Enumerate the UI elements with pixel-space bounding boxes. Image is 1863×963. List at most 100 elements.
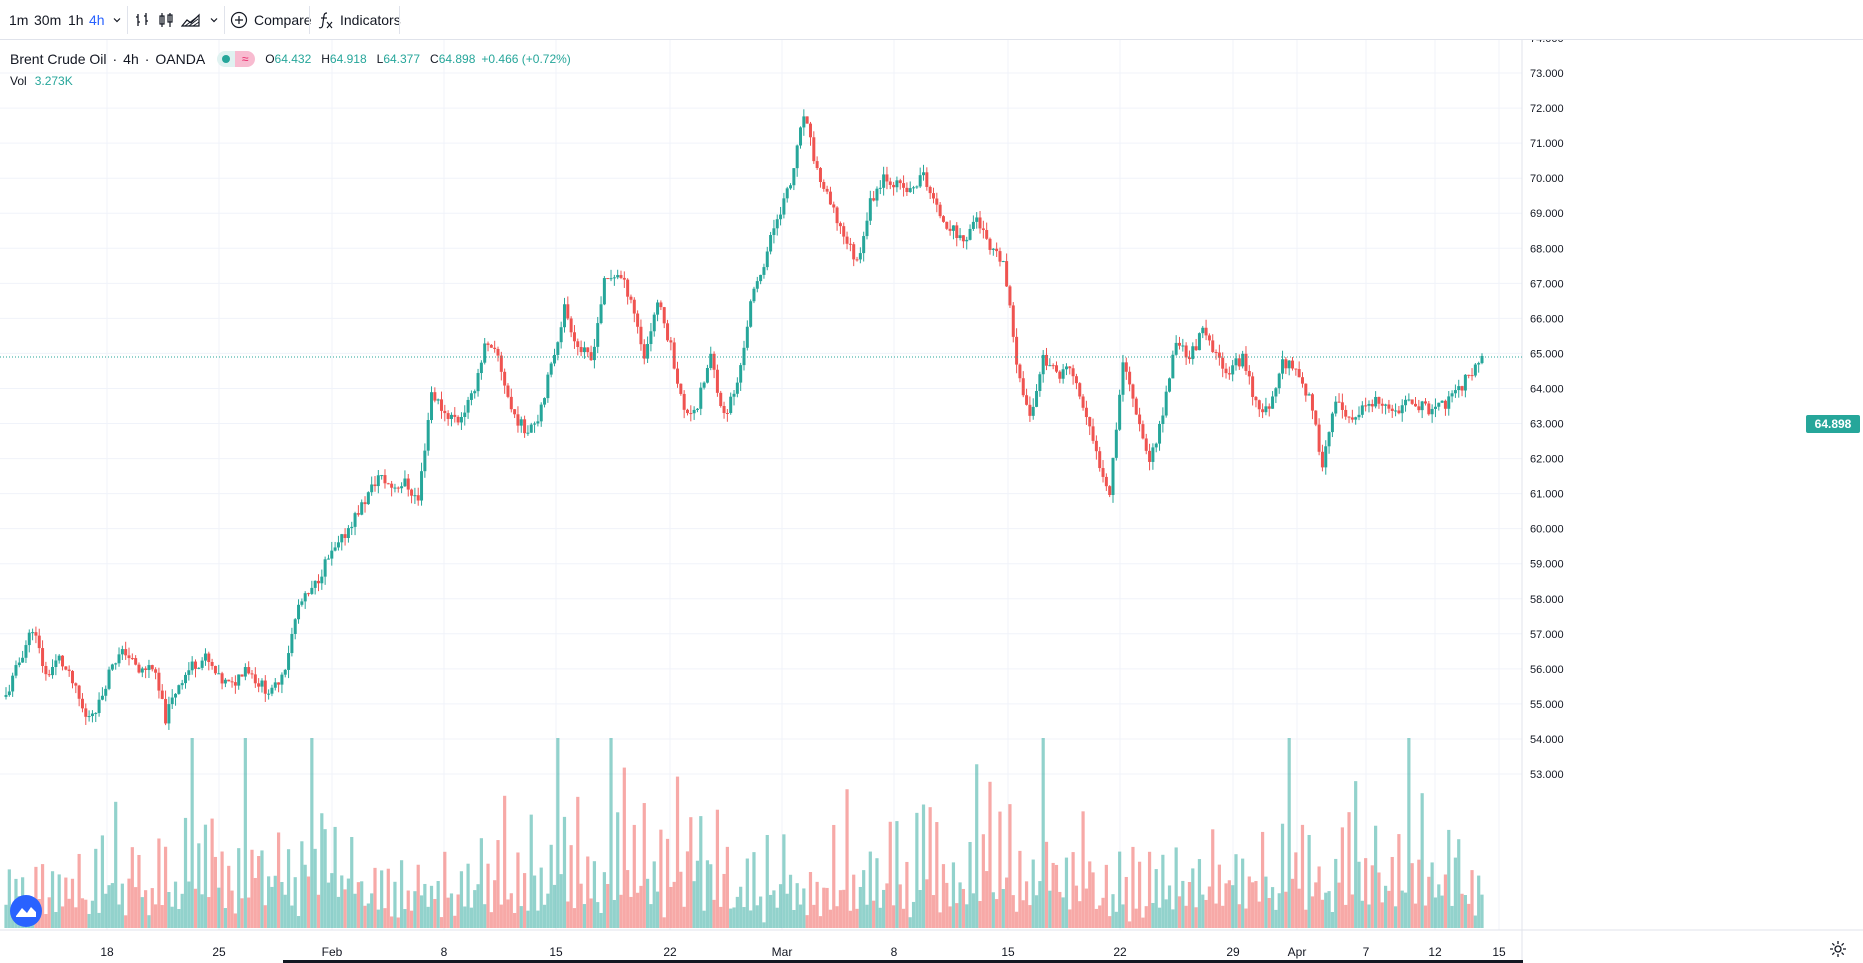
volume-bar <box>1260 831 1265 928</box>
candle-body <box>1241 353 1245 367</box>
volume-bar <box>144 890 148 928</box>
candle-body <box>190 661 194 671</box>
candle-body <box>599 304 603 324</box>
candle-body <box>57 655 61 661</box>
interval-4h-button[interactable]: 4h <box>89 12 105 28</box>
candle-body <box>1330 413 1334 433</box>
interval-1h-button[interactable]: 1h <box>68 12 84 28</box>
candle-body <box>656 302 660 315</box>
volume-bar <box>1334 858 1338 928</box>
volume-bar <box>629 896 633 928</box>
y-tick-label: 62.000 <box>1530 454 1564 466</box>
interval-dropdown-chevron-icon[interactable] <box>112 0 122 40</box>
symbol-interval: 4h <box>123 51 139 67</box>
candle-body <box>928 186 932 194</box>
y-tick-label: 57.000 <box>1530 629 1564 641</box>
candle-body <box>556 342 560 355</box>
area-style-icon[interactable] <box>181 0 201 40</box>
candle-body <box>905 187 909 193</box>
volume-bar <box>64 877 68 928</box>
candle-body <box>124 649 128 656</box>
volume-bar <box>1327 891 1331 928</box>
candle-body <box>1267 406 1271 409</box>
interval-30m-button[interactable]: 30m <box>34 12 62 28</box>
volume-bar <box>1447 829 1451 928</box>
interval-1m-button[interactable]: 1m <box>9 12 29 28</box>
candle-body <box>1377 396 1381 404</box>
volume-bar <box>413 891 417 928</box>
candle-style-icon[interactable] <box>157 0 175 40</box>
candle-body <box>888 181 892 185</box>
volume-bar <box>915 812 919 928</box>
volume-bar <box>499 904 503 928</box>
volume-bar <box>659 829 663 928</box>
candle-body <box>1074 376 1078 384</box>
volume-bar <box>483 904 487 928</box>
bar-style-icon[interactable] <box>134 0 152 40</box>
candle-body <box>376 475 380 487</box>
symbol-name[interactable]: Brent Crude Oil <box>10 51 107 67</box>
tradingview-logo-icon[interactable] <box>10 895 42 927</box>
volume-bar <box>134 887 138 928</box>
candle-body <box>400 486 404 489</box>
volume-bar <box>390 916 394 928</box>
candle-body <box>197 667 201 669</box>
volume-bar <box>1174 847 1178 928</box>
y-tick-label: 55.000 <box>1530 699 1564 711</box>
candle-body <box>795 145 799 169</box>
volume-bar <box>911 901 916 928</box>
volume-bar <box>1081 811 1085 928</box>
volume-bar <box>1241 858 1245 928</box>
candle-body <box>961 235 965 242</box>
indicators-button[interactable]: Indicators <box>318 0 401 40</box>
candle-body <box>779 214 783 220</box>
compare-button[interactable]: Compare <box>230 0 312 40</box>
volume-bar <box>752 852 756 928</box>
candle-body <box>685 409 689 414</box>
volume-bar <box>423 883 427 928</box>
volume-bar <box>340 875 344 928</box>
volume-bar <box>985 871 989 928</box>
candle-body <box>290 634 294 654</box>
candle-body <box>1001 261 1005 263</box>
candle-body <box>1334 401 1338 414</box>
candle-body <box>150 665 154 670</box>
candle-body <box>1194 346 1198 351</box>
candle-body <box>895 180 899 188</box>
candle-body <box>1211 340 1215 352</box>
volume-bar <box>582 904 587 928</box>
chart-style-chevron-icon[interactable] <box>209 0 219 40</box>
settings-gear-icon[interactable] <box>1827 938 1849 960</box>
y-tick-label: 59.000 <box>1530 559 1564 571</box>
volume-bar <box>901 908 906 928</box>
candle-body <box>882 174 886 188</box>
candle-body <box>1035 390 1039 407</box>
candle-body <box>1287 360 1291 369</box>
candle-body <box>1221 357 1225 369</box>
candle-body <box>606 278 610 280</box>
volume-bar <box>1340 827 1344 928</box>
price-chart[interactable]: 74.000 73.000 72.000 71.000 70.000 69.000 68.0… <box>0 40 1863 963</box>
candle-body <box>506 385 510 397</box>
candle-body <box>413 495 417 497</box>
candle-body <box>1021 378 1025 396</box>
candle-body <box>732 393 736 397</box>
market-status-badge[interactable]: ≈ <box>217 51 256 67</box>
volume-bar <box>217 887 221 928</box>
volume-bar <box>1005 877 1009 928</box>
candle-body <box>7 691 11 696</box>
volume-bar <box>1430 862 1434 928</box>
volume-bar <box>509 893 513 928</box>
volume-bar <box>80 898 85 928</box>
volume-bar <box>267 876 271 928</box>
volume-bar <box>1141 917 1145 928</box>
volume-bar <box>147 915 151 928</box>
volume-bar <box>1217 864 1221 928</box>
volume-bar <box>602 872 606 928</box>
volume-label: Vol <box>10 74 27 88</box>
volume-bar <box>1048 890 1052 928</box>
candle-body <box>1161 415 1165 425</box>
candle-body <box>679 383 683 394</box>
candle-body <box>978 217 982 229</box>
volume-bar <box>1251 882 1255 928</box>
